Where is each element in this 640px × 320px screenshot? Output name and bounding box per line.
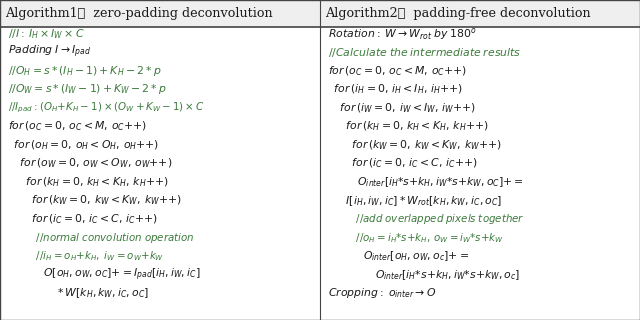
- Text: $\mathit{\;\;\;\;\;\;\;\; for\,(i_C=0,\,i_C < C,\,i_C{+}{+})}$: $\mathit{\;\;\;\;\;\;\;\; for\,(i_C=0,\,…: [328, 157, 477, 170]
- Text: Algorithm2：  padding-free deconvolution: Algorithm2： padding-free deconvolution: [325, 7, 591, 20]
- Text: $\mathit{\;\;\;\;\;\; for\,(k_H=0,\,k_H < K_H,\,k_H{+}{+})}$: $\mathit{\;\;\;\;\;\; for\,(k_H=0,\,k_H …: [8, 175, 168, 189]
- Text: $\mathit{\;\;\;\;\;\;\;\;\;\;\;\;\;\;\;\; O_{inter}[i_H{*}s{+}k_H,i_W{*}s{+}k_W,: $\mathit{\;\;\;\;\;\;\;\;\;\;\;\;\;\;\;\…: [328, 268, 520, 282]
- Text: $\mathit{\;\;\;\; for\,(i_W=0,\,i_W < I_W,\,i_W{+}{+})}$: $\mathit{\;\;\;\; for\,(i_W=0,\,i_W < I_…: [328, 101, 476, 115]
- Text: $\mathit{\;\;\;\;\;\;\;\;\;\; {//}normal\; convolution\; operation}$: $\mathit{\;\;\;\;\;\;\;\;\;\; {//}normal…: [8, 231, 194, 245]
- Text: $\mathit{\;\;\;\;\;\; for\,(k_H=0,\,k_H < K_H,\,k_H{+}{+})}$: $\mathit{\;\;\;\;\;\; for\,(k_H=0,\,k_H …: [328, 120, 488, 133]
- Text: $\mathit{//Calculate\; the\; intermediate\; results}$: $\mathit{//Calculate\; the\; intermediat…: [328, 46, 521, 59]
- Text: $\mathit{\;\; for\,(i_H=0,\,i_H < I_H,\,i_H{+}{+})}$: $\mathit{\;\; for\,(i_H=0,\,i_H < I_H,\,…: [328, 83, 463, 96]
- Text: $\mathit{\;\;\;\;\;\;\;\;\;\;\;\; O[o_H,o_W,o_C]{+}{=}I_{pad}[i_H,i_W,i_C]}$: $\mathit{\;\;\;\;\;\;\;\;\;\;\;\; O[o_H,…: [8, 267, 200, 283]
- Text: $\mathit{\;\;\;\;\;\;\;\; for\,(k_W=0,\,k_W < K_W,\,k_W{+}{+})}$: $\mathit{\;\;\;\;\;\;\;\; for\,(k_W=0,\,…: [8, 194, 181, 207]
- Text: $\mathit{\;\;\;\;\;\;\;\;\;\;\;\;\;\;\;\; *W[k_H,k_W,i_C,o_C]}$: $\mathit{\;\;\;\;\;\;\;\;\;\;\;\;\;\;\;\…: [8, 286, 149, 300]
- Text: $\mathit{//I{:}\, I_H \times I_W \times C}$: $\mathit{//I{:}\, I_H \times I_W \times …: [8, 27, 84, 41]
- Text: $\mathit{\;\;\;\;\;\;\;\;\;\; O_{inter}[i_H{*}s{+}k_H,i_W{*}s{+}k_W,o_C]{+}{=}}$: $\mathit{\;\;\;\;\;\;\;\;\;\; O_{inter}[…: [328, 175, 524, 189]
- Text: $\mathbf{\mathit{Rotation}}{:}\;\mathit{W \rightarrow W_{rot}\; by\; 180^o}$: $\mathbf{\mathit{Rotation}}{:}\;\mathit{…: [328, 26, 477, 42]
- Text: $\mathit{\;\;\;\;\;\; I[i_H,i_W,i_C]*W_{rot}[k_H,k_W,i_C,o_C]}$: $\mathit{\;\;\;\;\;\; I[i_H,i_W,i_C]*W_{…: [328, 194, 502, 208]
- Text: $\mathit{\;\;\;\; for\,(o_W=0,\,o_W < O_W,\,o_W{+}{+})}$: $\mathit{\;\;\;\; for\,(o_W=0,\,o_W < O_…: [8, 157, 172, 170]
- Text: $\mathit{\;\;\;\;\;\;\;\;\;\; {//}add\; overlapped\; pixels\; together}$: $\mathit{\;\;\;\;\;\;\;\;\;\; {//}add\; …: [328, 212, 524, 226]
- Text: $\mathit{\;\;\;\;\;\;\;\; for\,(k_W=0,\,k_W < K_W,\,k_W{+}{+})}$: $\mathit{\;\;\;\;\;\;\;\; for\,(k_W=0,\,…: [328, 138, 501, 152]
- Text: $\mathbf{\mathit{Cropping}}{:}\;\mathit{o_{inter} \rightarrow O}$: $\mathbf{\mathit{Cropping}}{:}\;\mathit{…: [328, 286, 436, 300]
- Bar: [0, 0, 640, 27]
- Text: $\mathit{//O_W = s*(I_W-1)+K_W-2*p}$: $\mathit{//O_W = s*(I_W-1)+K_W-2*p}$: [8, 82, 166, 96]
- Text: $\mathit{for\,(o_C=0,\,o_C < M,\,o_C{+}{+})}$: $\mathit{for\,(o_C=0,\,o_C < M,\,o_C{+}{…: [328, 64, 467, 77]
- Text: Algorithm1：  zero-padding deconvolution: Algorithm1： zero-padding deconvolution: [5, 7, 273, 20]
- Text: $\mathit{\;\; for\,(o_H=0,\,o_H < O_H,\,o_H{+}{+})}$: $\mathit{\;\; for\,(o_H=0,\,o_H < O_H,\,…: [8, 138, 159, 152]
- Text: $\mathit{for\,(o_C=0,\,o_C < M,\,o_C{+}{+})}$: $\mathit{for\,(o_C=0,\,o_C < M,\,o_C{+}{…: [8, 120, 147, 133]
- Text: $\mathit{\;\;\;\;\;\;\;\; for\,(i_C=0,\,i_C < C,\,i_C{+}{+})}$: $\mathit{\;\;\;\;\;\;\;\; for\,(i_C=0,\,…: [8, 212, 157, 226]
- Text: $\mathit{\;\;\;\;\;\;\;\;\;\; {//}o_H=i_H{*}s{+}k_H,\,o_W=i_W{*}s{+}k_W}$: $\mathit{\;\;\;\;\;\;\;\;\;\; {//}o_H=i_…: [328, 231, 504, 245]
- Text: $\mathit{//O_H = s*(I_H-1)+K_H-2*p}$: $\mathit{//O_H = s*(I_H-1)+K_H-2*p}$: [8, 64, 161, 78]
- Text: $\mathit{\;\;\;\;\;\;\;\;\;\;\;\; O_{inter}[o_H,o_W,o_c]{+}{=}}$: $\mathit{\;\;\;\;\;\;\;\;\;\;\;\; O_{int…: [328, 249, 468, 263]
- Text: $\mathbf{\mathit{Padding\; I \rightarrow I_{pad}}}$: $\mathbf{\mathit{Padding\; I \rightarrow…: [8, 44, 91, 60]
- Text: $\mathit{\;\;\;\;\;\;\;\;\;\; {//}i_H=o_H{+}k_H,\;i_W=o_W{+}k_W}$: $\mathit{\;\;\;\;\;\;\;\;\;\; {//}i_H=o_…: [8, 249, 164, 263]
- Text: $\mathit{//I_{pad}{:}(O_H{+}K_H-1)\times(O_W+K_W-1)\times C}$: $\mathit{//I_{pad}{:}(O_H{+}K_H-1)\times…: [8, 100, 204, 115]
